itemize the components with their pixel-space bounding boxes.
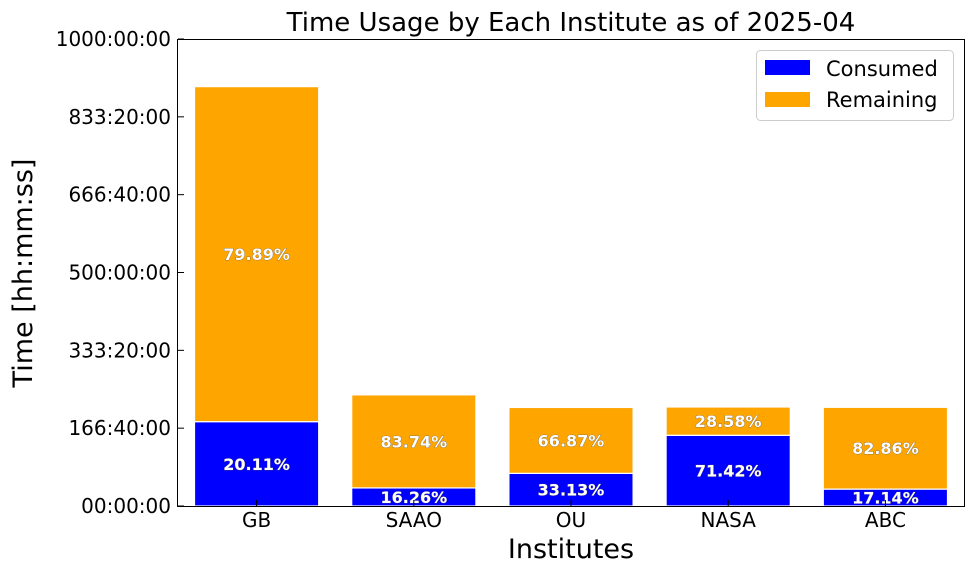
y-tick-label: 666:40:00 [68,183,171,207]
bar-labels-group: 20.11% 16.26% 33.13% 71.42% 17.14% 79.89% 83.7… [223,245,919,508]
legend-swatch-consumed [765,60,810,75]
y-tick-label: 00:00:00 [81,494,171,518]
x-axis-title: Institutes [508,534,634,565]
y-axis: 00:00:00 166:40:00 333:20:00 500:00:00 666:4… [56,27,184,518]
bar-label-remaining: 82.86% [852,439,919,458]
bar-remaining [822,406,949,490]
x-tick-label: NASA [701,508,757,532]
bars-group [193,86,949,507]
bar-label-consumed: 20.11% [223,455,290,474]
bar-label-consumed: 33.13% [538,481,605,500]
plot-frame [177,39,965,507]
bar-label-consumed: 71.42% [695,462,762,481]
legend: Consumed Remaining [756,50,954,121]
bar-consumed [193,421,320,507]
legend-label-remaining: Remaining [826,88,938,112]
bar-label-remaining: 79.89% [223,245,290,264]
x-tick-label: ABC [865,508,906,532]
legend-label-consumed: Consumed [826,57,938,81]
bar-label-remaining: 66.87% [538,431,605,450]
bar-remaining [665,406,791,436]
y-tick-label: 333:20:00 [68,338,171,362]
y-tick-label: 833:20:00 [68,105,171,129]
y-axis-title: Time [hh:mm:ss] [8,159,39,389]
bar-label-consumed: 17.14% [852,489,919,508]
chart-title: Time Usage by Each Institute as of 2025-… [286,8,856,38]
bar-consumed [665,434,791,507]
x-tick-label: GB [242,508,271,532]
bar-label-remaining: 83.74% [380,432,447,451]
bar-label-consumed: 16.26% [380,488,447,507]
bar-label-remaining: 28.58% [695,412,762,431]
bar-remaining [193,86,320,423]
y-tick-label: 1000:00:00 [56,27,171,51]
x-axis: GB SAAO OU NASA ABC [242,500,906,532]
bar-remaining [351,394,477,489]
x-tick-label: OU [556,508,586,532]
y-tick-label: 166:40:00 [68,416,171,440]
bar-remaining [508,406,634,474]
x-tick-label: SAAO [386,508,442,532]
y-tick-label: 500:00:00 [68,261,171,285]
legend-swatch-remaining [765,92,810,107]
